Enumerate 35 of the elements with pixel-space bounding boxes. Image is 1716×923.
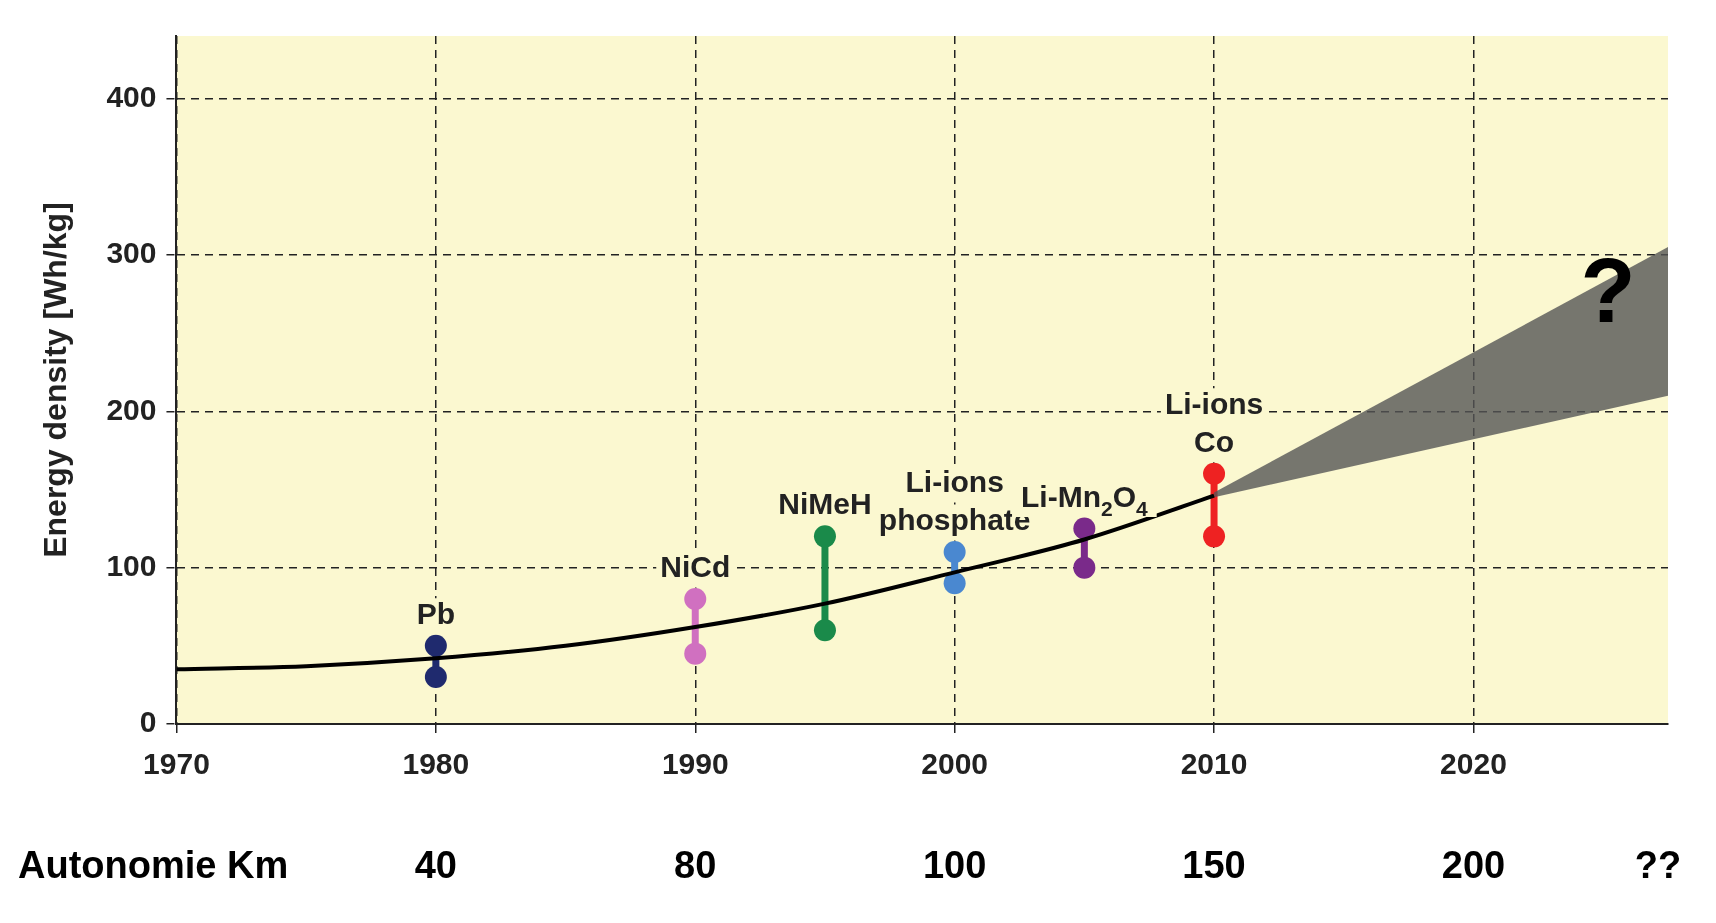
point xyxy=(684,587,707,610)
y-tick-label: 100 xyxy=(106,548,157,582)
text: 100 xyxy=(922,844,987,887)
point xyxy=(1073,556,1096,579)
text: 40 xyxy=(414,844,457,887)
point xyxy=(943,572,966,595)
y-tick-label: 300 xyxy=(106,236,157,270)
series-label: Pb xyxy=(416,596,456,630)
point xyxy=(684,642,707,665)
text: 80 xyxy=(674,844,717,887)
point xyxy=(1203,462,1226,485)
point xyxy=(943,541,966,563)
x-tick-label: 2010 xyxy=(1180,747,1248,781)
x-tick-label: 1970 xyxy=(143,747,210,781)
series-label: NiMeH xyxy=(778,487,872,521)
series-label: Li-ions Co xyxy=(1164,386,1264,458)
x-tick-label: 2020 xyxy=(1440,747,1507,781)
point xyxy=(1203,525,1226,548)
x-tick-label: 2000 xyxy=(921,747,989,781)
point xyxy=(424,634,447,657)
x-tick-label: 1980 xyxy=(402,747,470,781)
text: 150 xyxy=(1182,844,1246,887)
series-label: NiCd xyxy=(660,549,731,583)
point xyxy=(1073,517,1096,540)
text: ?? xyxy=(1634,844,1682,887)
y-axis-title: Energy density [Wh/kg] xyxy=(37,202,74,558)
x-tick-label: 1990 xyxy=(661,747,729,781)
text: 200 xyxy=(1441,844,1506,887)
point xyxy=(424,666,447,689)
text: Autonomie Km xyxy=(18,844,289,887)
y-tick-label: 0 xyxy=(139,705,157,739)
point xyxy=(813,619,836,642)
point xyxy=(813,525,836,548)
y-tick-label: 200 xyxy=(106,392,157,426)
y-tick-label: 400 xyxy=(106,79,157,113)
